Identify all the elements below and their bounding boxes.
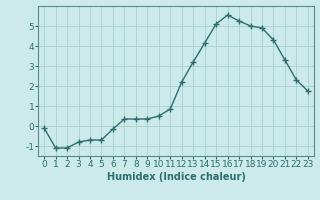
X-axis label: Humidex (Indice chaleur): Humidex (Indice chaleur) bbox=[107, 172, 245, 182]
